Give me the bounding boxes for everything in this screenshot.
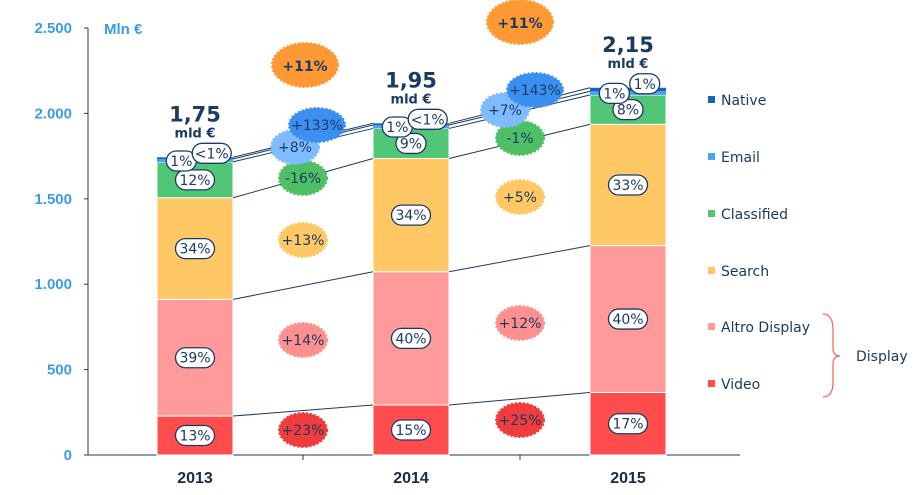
bracket-label: Display [856, 349, 908, 365]
legend-swatch [708, 267, 715, 274]
legend-label: Email [721, 150, 760, 166]
unit-label: Mln € [104, 21, 143, 38]
percent-label-pill [390, 327, 432, 349]
y-tick-label: 2.000 [34, 105, 72, 122]
legend-swatch [708, 380, 715, 387]
growth-bubble-label: +133% [291, 118, 343, 134]
percent-label-pill [629, 73, 661, 95]
legend-label: Classified [721, 207, 788, 223]
percent-label: 1% [170, 154, 192, 170]
connector-line [232, 404, 374, 417]
total-unit: mld € [391, 92, 432, 107]
percent-label-pill [191, 142, 232, 164]
percent-label: 8% [617, 103, 639, 119]
growth-bubble [278, 322, 328, 358]
y-tick-label: 0 [64, 447, 72, 464]
total-growth-bubble-label: +11% [282, 59, 327, 75]
percent-label: 17% [612, 417, 643, 433]
total-unit: mld € [608, 57, 649, 72]
percent-label-pill [607, 174, 649, 196]
legend-label: Native [721, 93, 766, 109]
percent-label: 33% [612, 178, 643, 194]
y-tick-label: 500 [47, 362, 72, 379]
x-tick-label: 2014 [393, 470, 429, 487]
legend-swatch [708, 323, 715, 330]
legend-swatch [708, 96, 715, 103]
connector-line [448, 391, 591, 406]
total-value: 2,15 [602, 33, 654, 57]
y-tick-label: 1.000 [34, 276, 72, 293]
percent-label-pill [390, 419, 432, 441]
percent-label-pill [390, 204, 432, 226]
x-tick-label: 2013 [177, 470, 213, 487]
y-tick-label: 1.500 [34, 191, 72, 208]
percent-label-pill [407, 108, 448, 130]
percent-label: 13% [179, 429, 210, 445]
growth-bubble-label: +13% [282, 233, 325, 249]
legend-label: Video [721, 377, 760, 393]
display-bracket [822, 313, 841, 398]
legend-label: Altro Display [721, 320, 810, 336]
growth-bubble-label: +12% [499, 316, 542, 332]
percent-label: 15% [395, 423, 426, 439]
percent-label-pill [395, 132, 427, 155]
connector-line [448, 245, 591, 273]
percent-label-pill [174, 347, 216, 369]
growth-bubble [288, 107, 346, 143]
growth-bubble-label: +25% [499, 413, 542, 429]
growth-bubble [278, 412, 328, 448]
connector-line [232, 271, 374, 300]
percent-label: 40% [612, 312, 643, 328]
growth-bubble-label: +5% [503, 190, 537, 206]
growth-bubble [506, 72, 564, 108]
percent-label: 12% [179, 173, 210, 189]
legend-swatch [708, 210, 715, 217]
percent-label-pill [174, 424, 216, 447]
percent-label: 34% [179, 242, 210, 258]
percent-label-pill [612, 98, 644, 121]
legend-label: Search [721, 264, 769, 280]
growth-bubble-label: +143% [509, 83, 561, 99]
y-tick-label: 2.500 [34, 20, 72, 37]
total-growth-bubble [271, 42, 339, 88]
percent-label-pill [607, 308, 649, 330]
legend-swatch [708, 153, 715, 160]
growth-bubble-label: -1% [506, 131, 533, 147]
percent-label: 1% [603, 86, 625, 102]
growth-bubble-label: +8% [278, 140, 312, 156]
percent-label-pill [174, 237, 216, 260]
percent-label: 34% [395, 208, 426, 224]
growth-bubble-label: -16% [285, 171, 321, 187]
percent-label: 9% [400, 136, 422, 152]
growth-bubble [495, 402, 545, 438]
percent-label: <1% [411, 112, 445, 128]
growth-bubble-label: +14% [282, 333, 325, 349]
total-growth-bubble [486, 0, 554, 45]
total-value: 1,75 [169, 102, 221, 126]
growth-bubble [278, 222, 328, 258]
growth-bubble [495, 305, 545, 341]
percent-label: 39% [179, 351, 210, 367]
percent-label-pill [174, 169, 216, 191]
total-growth-bubble-label: +11% [497, 16, 542, 32]
percent-label: <1% [195, 146, 229, 162]
percent-label: 40% [395, 331, 426, 347]
growth-bubble [495, 179, 545, 215]
percent-label: 1% [386, 120, 408, 136]
growth-bubble-label: +7% [488, 103, 522, 119]
percent-label-pill [607, 413, 649, 435]
x-tick-label: 2015 [610, 470, 646, 487]
growth-bubble-label: +23% [282, 423, 325, 439]
percent-label-pill [598, 82, 630, 105]
total-unit: mld € [175, 126, 216, 141]
percent-label: 1% [634, 77, 656, 93]
total-value: 1,95 [385, 68, 437, 92]
